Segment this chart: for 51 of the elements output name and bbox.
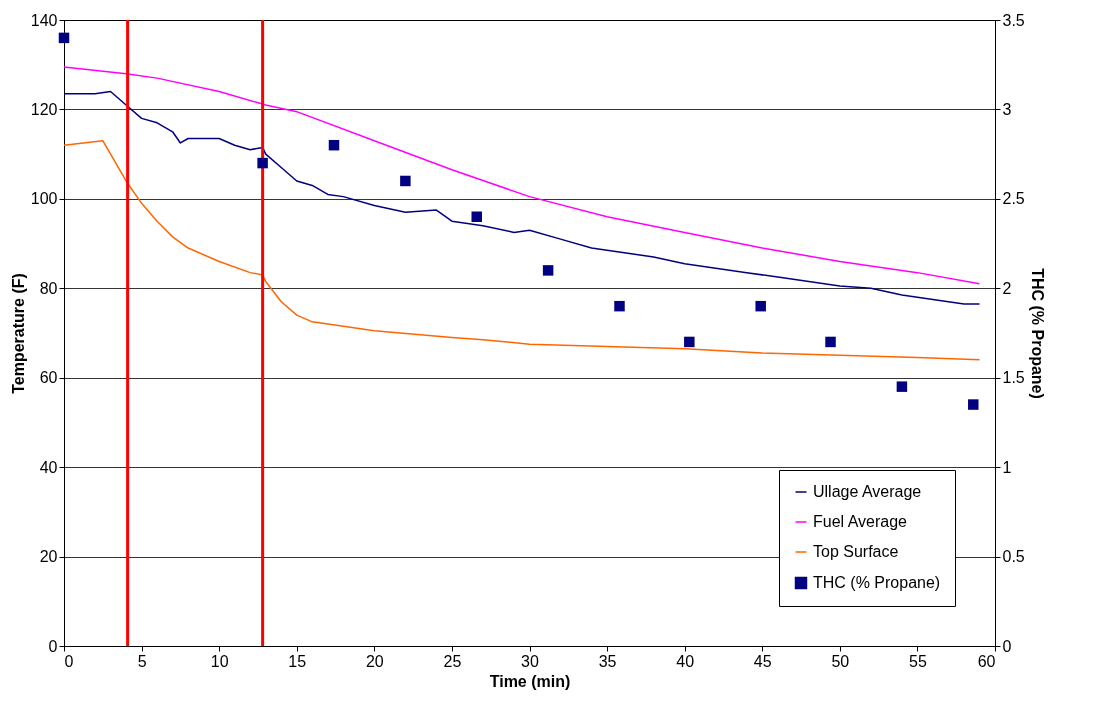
y-axis-title: Temperature (F) [9,273,27,394]
x-tick-label: 5 [137,652,147,670]
legend-label: Ullage Average [813,483,922,500]
point [896,381,908,392]
y-tick-label: 40 [39,458,58,476]
point [684,336,695,348]
legend-label: Fuel Average [813,513,908,530]
legend-label: Top Surface [813,543,899,560]
x-tick-label: 10 [210,652,229,670]
y-tick-label: 80 [39,279,58,297]
x-tick-label: 0 [64,652,74,670]
y-tick-label: 20 [39,548,58,566]
y2-tick-label: 1 [1002,458,1012,476]
x-tick-label: 20 [365,652,384,670]
y2-tick-label: 1.5 [1002,369,1025,387]
y-tick-label: 0 [48,637,58,655]
point [755,300,766,312]
point [257,157,268,169]
line-series [63,90,981,305]
point [825,336,836,348]
point [400,175,411,187]
y2-axis-title: THC (% Propane) [1028,268,1046,399]
y2-tick-label: 0.5 [1002,548,1025,566]
y2-tick-label: 2 [1002,279,1012,297]
point [968,399,979,410]
line-series [63,66,981,285]
x-tick-label: 55 [909,652,927,670]
x-tick-label: 35 [598,652,617,670]
y-tick-label: 100 [30,190,58,208]
y2-tick-label: 3.5 [1002,11,1025,29]
point [58,32,70,44]
x-tick-label: 45 [753,652,772,670]
y-tick-label: 140 [30,11,58,29]
x-tick-label: 50 [831,652,850,670]
line-series [63,139,981,361]
point [614,300,625,312]
x-tick-label: 60 [977,652,996,670]
x-tick-label: 30 [521,652,539,670]
legend-label: THC (% Propane) [813,574,941,591]
point [471,211,482,222]
point [328,139,340,151]
point [542,265,554,276]
y2-tick-label: 3 [1002,100,1012,118]
y2-tick-label: 2.5 [1002,190,1025,208]
x-axis-title: Time (min) [489,672,571,690]
y-tick-label: 120 [30,100,58,118]
y2-tick-label: 0 [1002,637,1012,655]
x-tick-label: 15 [288,652,307,670]
x-tick-label: 25 [443,652,462,670]
x-tick-label: 40 [676,652,695,670]
y-tick-label: 60 [39,369,58,387]
